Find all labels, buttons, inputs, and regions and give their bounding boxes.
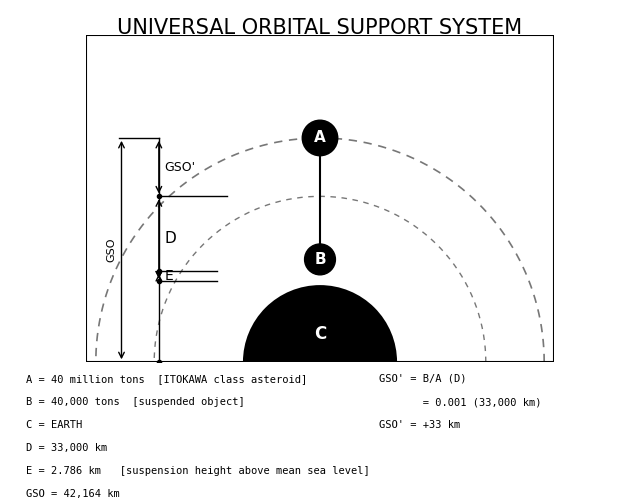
Text: B: B xyxy=(314,252,326,267)
Circle shape xyxy=(305,244,335,275)
Text: GSO: GSO xyxy=(106,238,116,262)
Text: GSO' = +33 km: GSO' = +33 km xyxy=(379,420,460,430)
Text: GSO': GSO' xyxy=(164,160,196,174)
Circle shape xyxy=(302,120,338,156)
Text: A: A xyxy=(314,130,326,145)
Text: UNIVERSAL ORBITAL SUPPORT SYSTEM: UNIVERSAL ORBITAL SUPPORT SYSTEM xyxy=(117,18,523,38)
Text: C = EARTH: C = EARTH xyxy=(26,420,82,430)
Text: E: E xyxy=(164,269,173,283)
Text: C: C xyxy=(314,325,326,343)
Text: B = 40,000 tons  [suspended object]: B = 40,000 tons [suspended object] xyxy=(26,397,244,407)
Text: GSO' = B/A (D): GSO' = B/A (D) xyxy=(379,374,467,384)
Text: A = 40 million tons  [ITOKAWA class asteroid]: A = 40 million tons [ITOKAWA class aster… xyxy=(26,374,307,384)
Text: D: D xyxy=(164,231,176,246)
Text: D = 33,000 km: D = 33,000 km xyxy=(26,443,107,453)
Wedge shape xyxy=(243,285,397,362)
Text: GSO = 42,164 km: GSO = 42,164 km xyxy=(26,489,119,499)
Text: E = 2.786 km   [suspension height above mean sea level]: E = 2.786 km [suspension height above me… xyxy=(26,466,369,476)
Text: = 0.001 (33,000 km): = 0.001 (33,000 km) xyxy=(379,397,541,407)
